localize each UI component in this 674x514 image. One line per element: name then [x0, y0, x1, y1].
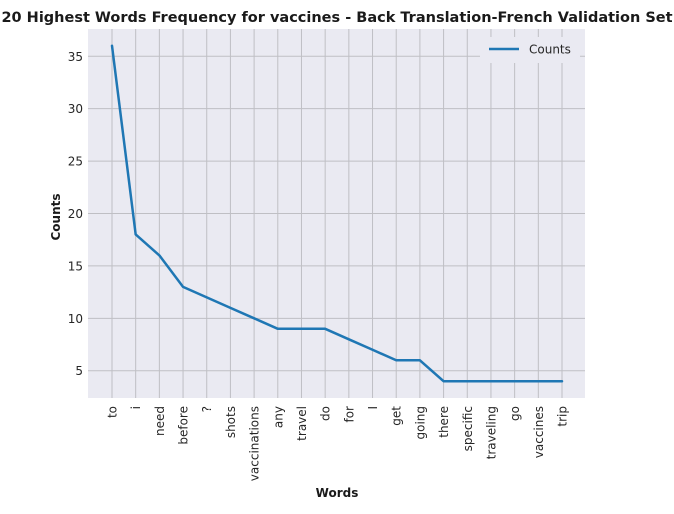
legend: Counts — [480, 37, 580, 63]
x-tick-label: do — [319, 406, 333, 421]
x-tick-label: i — [129, 406, 143, 409]
x-tick-label: vaccinations — [248, 406, 262, 481]
x-tick-label: to — [106, 406, 120, 418]
x-tick-label: need — [153, 406, 167, 436]
y-tick-label: 25 — [68, 155, 83, 169]
x-tick-label: I — [366, 406, 380, 410]
x-axis-label: Words — [316, 486, 359, 500]
y-tick-label: 35 — [68, 50, 83, 64]
x-tick-label: shots — [224, 406, 238, 438]
x-tick-label: there — [437, 406, 451, 438]
x-tick-label: going — [413, 406, 427, 440]
x-tick-label: specific — [461, 406, 475, 451]
x-tick-label: any — [271, 406, 285, 428]
legend-label-counts: Counts — [529, 43, 571, 57]
x-tick-label: before — [177, 406, 191, 445]
x-tick-label: traveling — [484, 406, 498, 459]
y-tick-label: 15 — [68, 259, 83, 273]
x-tick-label: trip — [556, 406, 570, 427]
y-tick-label: 20 — [68, 207, 83, 221]
x-tick-label: go — [508, 406, 522, 421]
y-axis-label: Counts — [49, 193, 63, 240]
y-tick-label: 5 — [75, 364, 83, 378]
x-tick-label: get — [390, 406, 404, 426]
y-tick-label: 30 — [68, 102, 83, 116]
x-tick-label: vaccines — [532, 406, 546, 458]
chart-title: 20 Highest Words Frequency for vaccines … — [1, 10, 672, 26]
x-tick-label: travel — [295, 406, 309, 441]
y-tick-label: 10 — [68, 312, 83, 326]
x-tick-label: ? — [200, 406, 214, 412]
x-tick-label: for — [342, 406, 356, 423]
